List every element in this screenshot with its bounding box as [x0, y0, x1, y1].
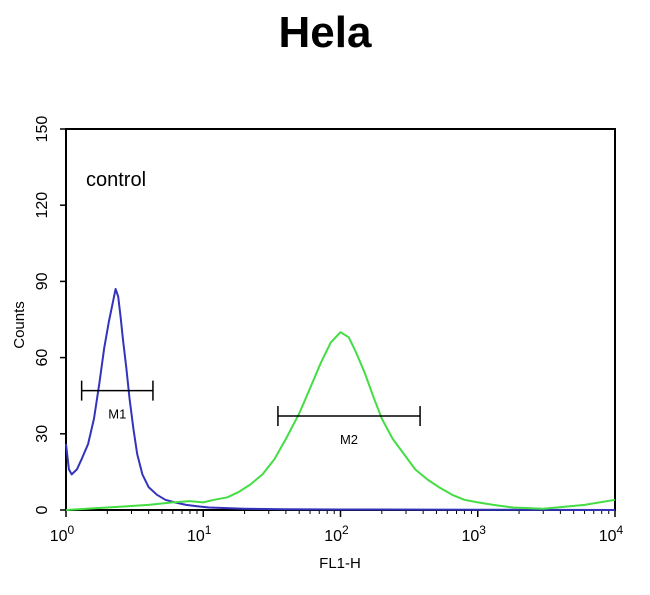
series-line-2 [65, 331, 616, 511]
control-annotation: control [86, 169, 146, 191]
y-axis-ticks: 0 30 60 90 120 150 [34, 116, 66, 514]
y-tick-label: 90 [34, 272, 51, 290]
x-tick-label: 104 [599, 523, 624, 545]
y-axis-title: Counts [11, 301, 28, 349]
series-layer [65, 288, 616, 511]
y-tick-label: 60 [34, 349, 51, 367]
x-tick-label: 100 [50, 523, 75, 545]
x-tick-label: 103 [462, 523, 487, 545]
marker-label: M1 [108, 407, 126, 422]
y-tick-label: 150 [34, 116, 51, 143]
marker-label: M2 [340, 432, 358, 447]
series-line-1 [65, 288, 616, 511]
x-axis-title: FL1-H [319, 555, 361, 572]
x-tick-label: 101 [187, 523, 212, 545]
y-tick-label: 120 [34, 192, 51, 219]
x-tick-label: 102 [324, 523, 349, 545]
plot-frame [65, 128, 616, 511]
chart-title: Hela [278, 8, 372, 57]
marker-layer: M1 M2 [80, 380, 421, 447]
y-tick-label: 0 [34, 505, 51, 514]
y-tick-label: 30 [34, 425, 51, 443]
x-axis-ticks: 100 101 102 103 104 [50, 510, 624, 545]
